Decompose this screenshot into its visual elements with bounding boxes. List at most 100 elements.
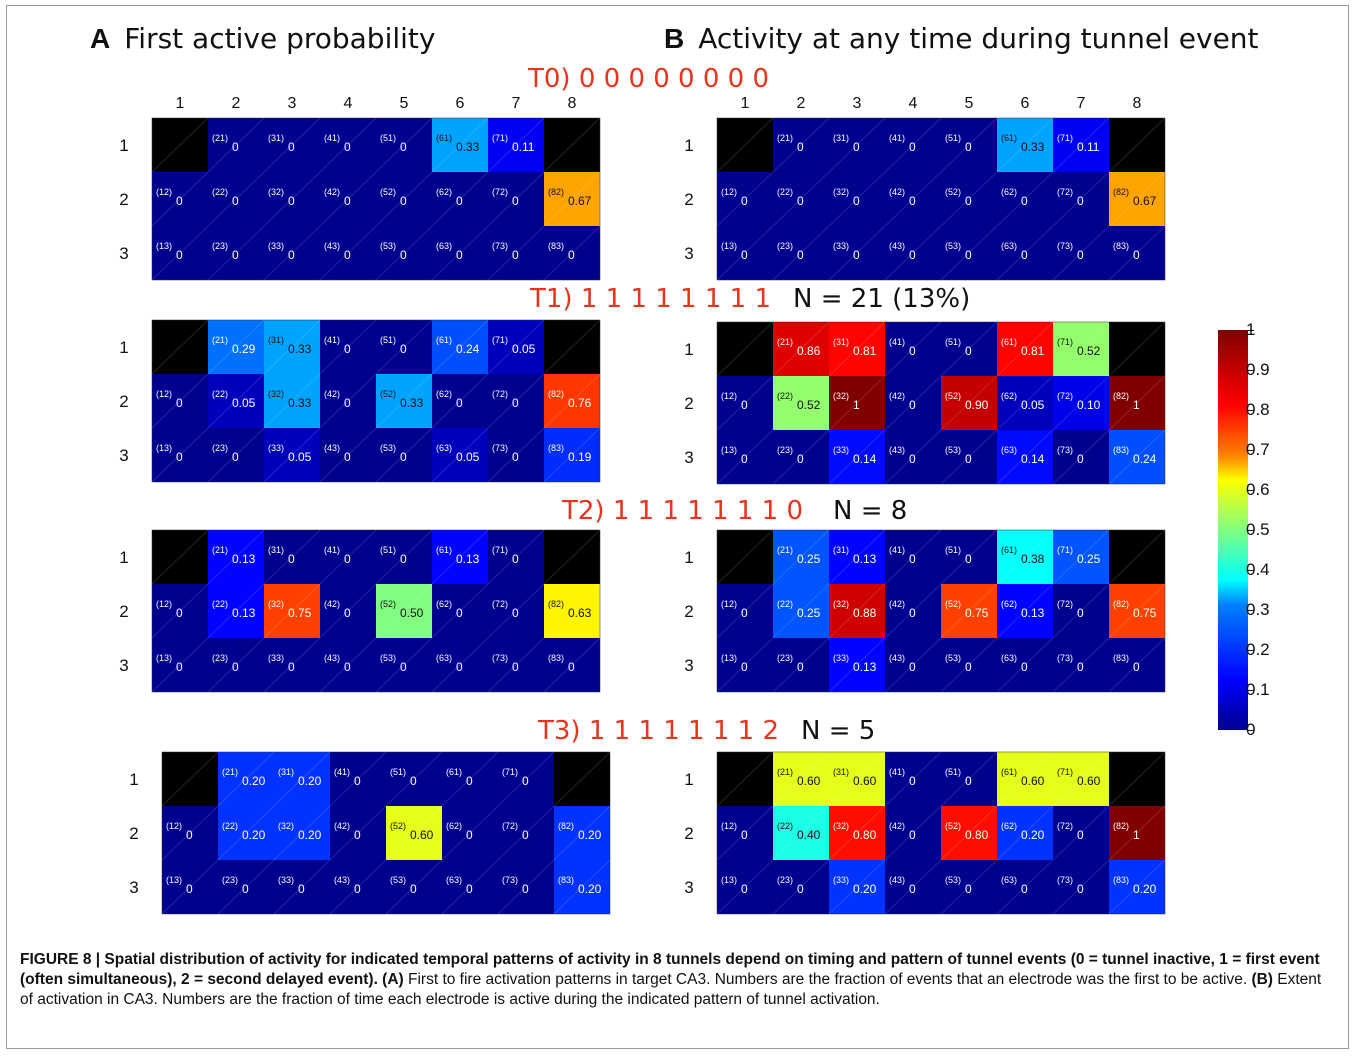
cell-value: 0 bbox=[909, 774, 916, 788]
heatmap-cell bbox=[997, 530, 1053, 584]
heatmap-cell bbox=[442, 860, 498, 914]
electrode-id: (71) bbox=[1057, 767, 1073, 777]
cell-diagonal bbox=[217, 859, 275, 915]
cell-diagonal bbox=[375, 171, 433, 227]
column-label: 1 bbox=[176, 95, 185, 112]
heatmap-cell bbox=[432, 118, 488, 172]
cell-value: 0 bbox=[909, 882, 916, 896]
cell-diagonal bbox=[431, 583, 489, 639]
cell-diagonal bbox=[772, 751, 830, 807]
electrode-id: (43) bbox=[324, 443, 340, 453]
heatmap-cell bbox=[432, 638, 488, 692]
electrode-id: (52) bbox=[945, 599, 961, 609]
cell-diagonal bbox=[319, 583, 377, 639]
electrode-id: (61) bbox=[436, 545, 452, 555]
cell-value: 0 bbox=[1021, 882, 1028, 896]
electrode-id: (43) bbox=[324, 241, 340, 251]
cell-diagonal bbox=[1108, 171, 1166, 227]
cell-diagonal bbox=[151, 225, 209, 281]
heatmap-a-t1: 1 2 3 (21) 0.29 (31) 0.33 (41) 0 (51) 0 (61) 0.24 (71… bbox=[100, 319, 604, 486]
cell-value: 0 bbox=[288, 660, 295, 674]
cell-diagonal bbox=[151, 637, 209, 693]
heatmap-cell bbox=[488, 638, 544, 692]
column-label: 3 bbox=[853, 95, 862, 112]
cell-diagonal bbox=[161, 751, 219, 807]
heatmap-cell bbox=[997, 226, 1053, 280]
electrode-id: (53) bbox=[945, 653, 961, 663]
cell-value: 0 bbox=[741, 194, 748, 208]
electrode-id: (71) bbox=[492, 545, 508, 555]
cell-value: 0.29 bbox=[232, 342, 256, 356]
cell-value: 0 bbox=[176, 248, 183, 262]
cell-value: 0.20 bbox=[578, 828, 602, 842]
cell-diagonal bbox=[543, 171, 601, 227]
cell-diagonal bbox=[884, 529, 942, 585]
cell-value: 0.11 bbox=[512, 140, 535, 154]
cell-value: 0.33 bbox=[288, 342, 312, 356]
electrode-id: (73) bbox=[492, 241, 508, 251]
cell-diagonal bbox=[772, 375, 830, 431]
cell-value: 0.81 bbox=[1021, 344, 1045, 358]
heatmap-cell bbox=[829, 860, 885, 914]
electrode-id: (43) bbox=[889, 653, 905, 663]
heatmap-cell bbox=[386, 806, 442, 860]
heatmap-cell bbox=[1109, 430, 1165, 484]
cell-diagonal bbox=[375, 427, 433, 483]
cell-value: 0 bbox=[344, 194, 351, 208]
cell-diagonal bbox=[884, 171, 942, 227]
electrode-id: (12) bbox=[721, 821, 737, 831]
electrode-id: (41) bbox=[889, 337, 905, 347]
cell-diagonal bbox=[828, 805, 886, 861]
heatmap-cell bbox=[1109, 172, 1165, 226]
row-label: 2 bbox=[684, 602, 693, 621]
cell-value: 0 bbox=[344, 342, 351, 356]
electrode-id: (53) bbox=[380, 653, 396, 663]
heatmap-cell bbox=[885, 584, 941, 638]
cell-diagonal bbox=[385, 805, 443, 861]
cell-value: 0.80 bbox=[965, 828, 989, 842]
cell-diagonal bbox=[329, 859, 387, 915]
heatmap-cell bbox=[274, 806, 330, 860]
cell-diagonal bbox=[716, 583, 774, 639]
column-label: 6 bbox=[1021, 95, 1030, 112]
electrode-id: (72) bbox=[502, 821, 518, 831]
cell-diagonal bbox=[151, 427, 209, 483]
cell-value: 0 bbox=[354, 774, 361, 788]
row-label: 3 bbox=[684, 244, 693, 263]
cell-diagonal bbox=[151, 117, 209, 173]
cell-value: 0.20 bbox=[298, 774, 322, 788]
cell-value: 0 bbox=[176, 194, 183, 208]
heatmap-cell bbox=[208, 320, 264, 374]
heatmap-cell bbox=[829, 752, 885, 806]
column-label: 4 bbox=[344, 95, 353, 112]
cell-diagonal bbox=[441, 805, 499, 861]
cell-value: 0.20 bbox=[298, 828, 322, 842]
caption-bold-lead: FIGURE 8 | Spatial distribution of activ… bbox=[20, 951, 1320, 988]
cell-diagonal bbox=[431, 529, 489, 585]
heatmap-cell bbox=[773, 530, 829, 584]
electrode-id: (23) bbox=[777, 875, 793, 885]
cell-diagonal bbox=[431, 117, 489, 173]
electrode-id: (62) bbox=[436, 187, 452, 197]
electrode-id: (61) bbox=[446, 767, 462, 777]
cell-value: 0.13 bbox=[853, 660, 877, 674]
electrode-id: (71) bbox=[502, 767, 518, 777]
cell-value: 0 bbox=[1077, 194, 1084, 208]
cell-diagonal bbox=[329, 751, 387, 807]
electrode-id: (22) bbox=[777, 391, 793, 401]
electrode-id: (31) bbox=[268, 545, 284, 555]
figure-frame bbox=[6, 5, 1349, 1049]
cell-diagonal bbox=[1052, 321, 1110, 377]
cell-value: 0.05 bbox=[456, 450, 480, 464]
row-label: 3 bbox=[684, 448, 693, 467]
cell-value: 0 bbox=[176, 606, 183, 620]
electrode-id: (83) bbox=[1113, 445, 1129, 455]
electrode-id: (72) bbox=[1057, 599, 1073, 609]
heatmap-cell bbox=[829, 430, 885, 484]
heatmap-cell bbox=[544, 428, 600, 482]
electrode-id: (32) bbox=[268, 187, 284, 197]
electrode-id: (31) bbox=[278, 767, 294, 777]
heatmap-cell bbox=[544, 638, 600, 692]
cell-value: 0.10 bbox=[1077, 398, 1101, 412]
cell-diagonal bbox=[263, 171, 321, 227]
